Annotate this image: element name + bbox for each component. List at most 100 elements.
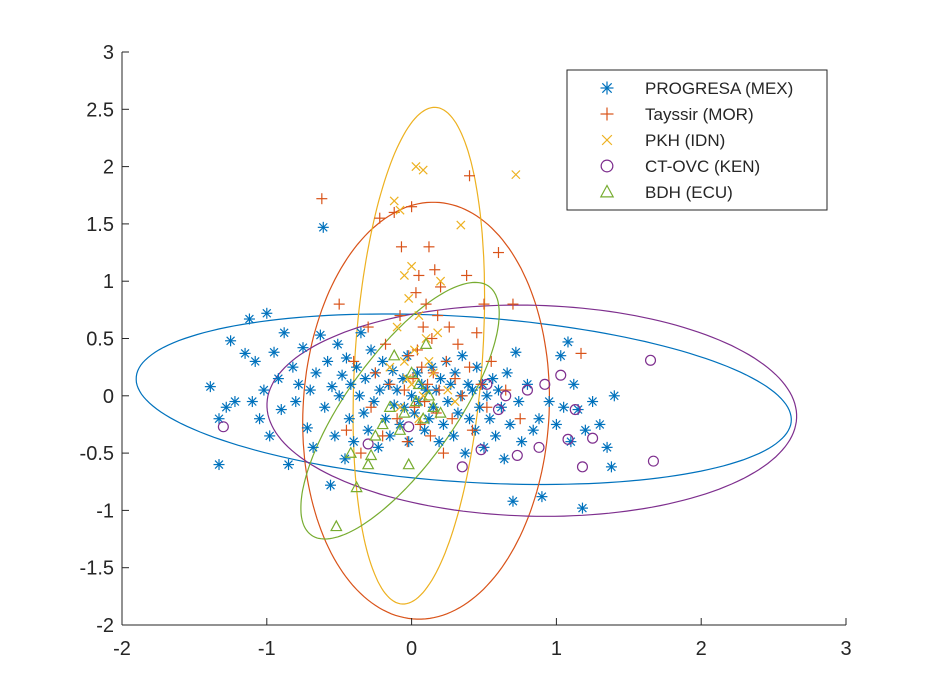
point-series-1 — [423, 241, 435, 253]
point-series-0 — [487, 373, 499, 385]
point-series-4 — [416, 411, 430, 424]
point-series-0 — [510, 346, 522, 358]
point-series-1 — [492, 247, 504, 259]
point-series-0 — [246, 396, 258, 408]
point-series-0 — [310, 367, 322, 379]
point-series-2 — [411, 162, 421, 172]
point-series-2 — [418, 165, 428, 175]
point-series-0 — [568, 378, 580, 390]
ellipse-series-3 — [266, 304, 798, 517]
point-series-2 — [404, 293, 414, 303]
point-series-2 — [392, 322, 402, 332]
point-series-1 — [348, 355, 360, 367]
point-series-1 — [575, 347, 587, 359]
point-series-0 — [565, 436, 577, 448]
legend-label-4: BDH (ECU) — [645, 183, 733, 202]
point-series-0 — [336, 369, 348, 381]
point-series-4 — [344, 446, 358, 458]
point-series-0 — [501, 367, 513, 379]
point-series-0 — [555, 350, 567, 362]
point-series-1 — [380, 338, 392, 350]
y-tick-label: 0.5 — [86, 329, 114, 351]
point-series-4 — [330, 519, 343, 532]
point-series-1 — [362, 321, 374, 333]
point-series-0 — [362, 424, 374, 436]
point-series-1 — [369, 367, 381, 379]
point-series-0 — [513, 396, 525, 408]
point-series-0 — [239, 347, 251, 359]
point-series-0 — [243, 313, 255, 325]
point-series-2 — [402, 374, 412, 384]
point-series-4 — [369, 429, 382, 441]
point-series-1 — [408, 401, 420, 413]
point-series-2 — [389, 196, 399, 206]
point-series-1 — [403, 350, 415, 362]
point-series-2 — [450, 396, 460, 407]
point-series-0 — [264, 430, 276, 442]
point-series-0 — [464, 413, 476, 425]
point-series-1 — [475, 378, 487, 390]
y-tick-label: -2 — [96, 615, 114, 637]
legend-box — [566, 69, 828, 211]
point-series-0 — [283, 459, 295, 471]
point-series-1 — [485, 355, 497, 367]
point-series-0 — [358, 407, 370, 419]
point-series-0 — [258, 384, 270, 396]
point-series-2 — [418, 391, 428, 401]
y-tick-label: 2 — [103, 157, 114, 179]
point-series-1 — [391, 413, 403, 425]
point-series-0 — [322, 355, 334, 367]
point-series-0 — [562, 336, 574, 348]
point-series-0 — [261, 307, 273, 319]
point-series-1 — [446, 413, 458, 425]
point-series-3 — [569, 404, 581, 416]
point-series-4 — [350, 480, 363, 493]
legend-marker-2 — [601, 134, 613, 146]
point-series-3 — [500, 390, 512, 402]
y-ticks: -2 -1.5 -1 -0.5 0 0.5 1 1.5 2 2.5 3 — [80, 42, 129, 637]
point-series-3 — [562, 433, 574, 445]
series-3-points — [217, 354, 659, 473]
x-ticks: -2 -1 0 1 2 3 — [113, 618, 852, 660]
point-series-0 — [527, 424, 539, 436]
point-series-4 — [427, 400, 440, 412]
point-series-0 — [594, 418, 606, 430]
point-series-0 — [345, 378, 357, 390]
point-series-0 — [278, 327, 290, 339]
point-series-1 — [452, 338, 464, 350]
point-series-0 — [516, 436, 528, 448]
point-series-1 — [429, 264, 441, 276]
point-series-2 — [399, 270, 409, 281]
point-series-3 — [511, 449, 523, 461]
point-series-1 — [401, 436, 413, 448]
point-series-3 — [481, 378, 493, 390]
point-series-0 — [329, 430, 341, 442]
point-series-0 — [287, 361, 299, 373]
point-series-1 — [333, 298, 345, 310]
point-series-1 — [410, 287, 422, 299]
point-series-1 — [456, 390, 468, 402]
point-series-0 — [304, 384, 316, 396]
point-series-0 — [490, 430, 502, 442]
point-series-1 — [420, 298, 432, 310]
point-series-2 — [409, 345, 420, 355]
point-series-1 — [395, 241, 407, 253]
point-series-2 — [443, 385, 453, 395]
point-series-0 — [478, 441, 490, 453]
legend-items: PROGRESA (MEX) Tayssir (MOR) PKH (IDN) CT-O… — [599, 79, 793, 202]
point-series-2 — [407, 261, 417, 271]
point-series-1 — [440, 355, 452, 367]
point-series-3 — [533, 441, 545, 453]
point-series-3 — [403, 421, 415, 433]
point-series-0 — [353, 390, 365, 402]
series-4-points — [330, 337, 447, 532]
y-tick-label: -1.5 — [80, 558, 114, 580]
point-series-4 — [402, 457, 415, 470]
point-series-2 — [424, 356, 434, 366]
point-series-0 — [365, 344, 377, 356]
point-series-0 — [340, 352, 352, 364]
point-series-2 — [433, 328, 443, 338]
point-series-1 — [424, 430, 436, 442]
point-series-0 — [377, 355, 389, 367]
ellipse-series-0 — [135, 313, 792, 486]
